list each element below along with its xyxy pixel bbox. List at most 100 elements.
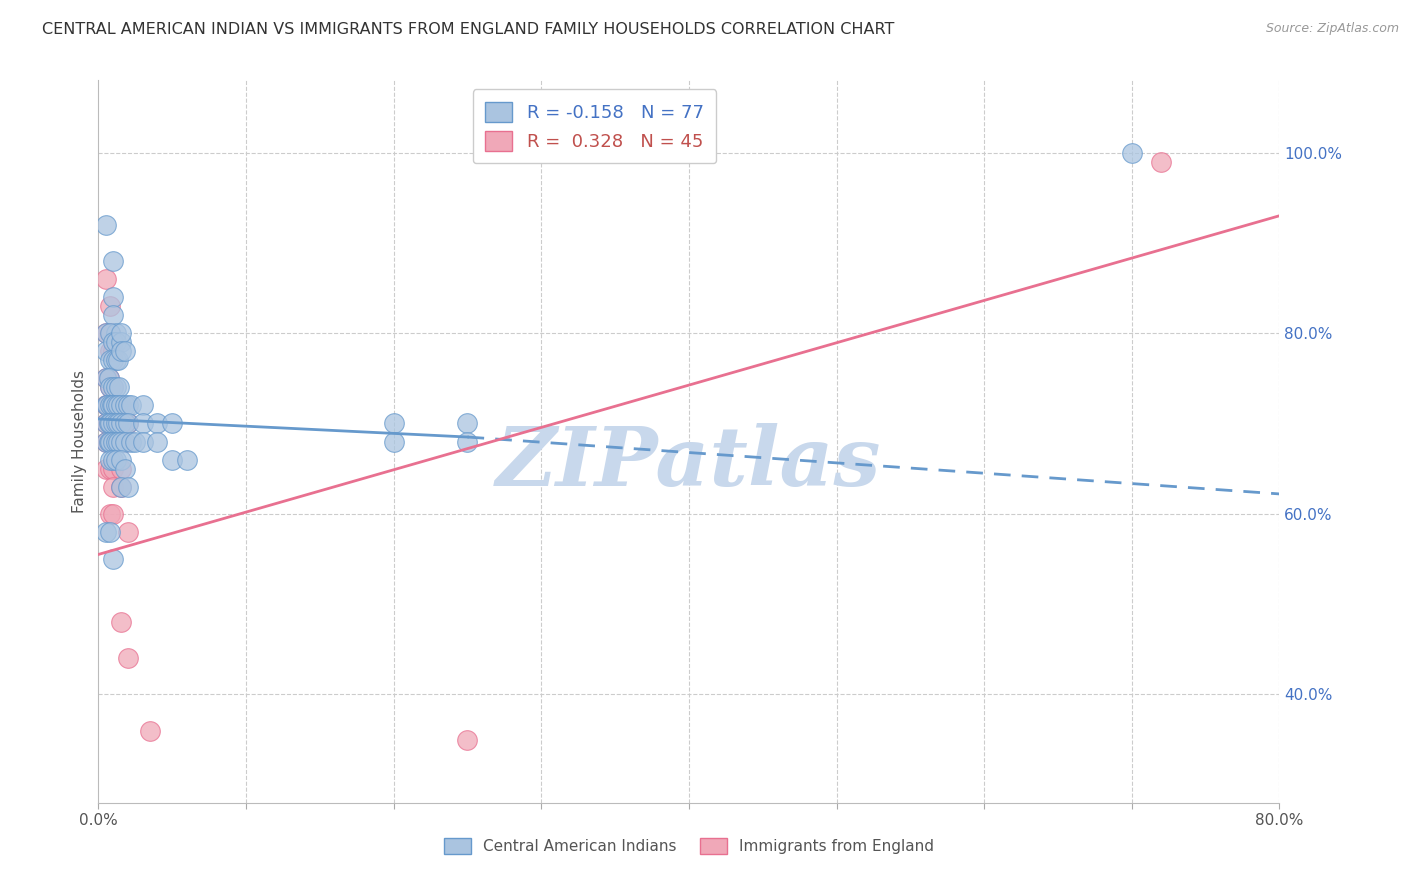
- Point: [105, 326, 128, 341]
- Point: [382, 417, 405, 431]
- Point: [103, 398, 125, 412]
- Point: [97, 417, 120, 431]
- Point: [110, 398, 132, 412]
- Point: [110, 326, 132, 341]
- Point: [132, 434, 155, 449]
- Point: [110, 417, 132, 431]
- Point: [103, 452, 125, 467]
- Point: [103, 380, 125, 394]
- Point: [1121, 145, 1143, 160]
- Point: [107, 353, 129, 368]
- Point: [103, 353, 125, 368]
- Point: [117, 524, 139, 539]
- Point: [103, 434, 125, 449]
- Point: [103, 480, 125, 494]
- Point: [457, 434, 479, 449]
- Point: [103, 380, 125, 394]
- Point: [94, 218, 117, 232]
- Point: [94, 434, 117, 449]
- Point: [98, 380, 121, 394]
- Point: [98, 417, 121, 431]
- Point: [110, 480, 132, 494]
- Point: [114, 461, 136, 475]
- Point: [105, 452, 128, 467]
- Point: [103, 308, 125, 322]
- Point: [457, 417, 479, 431]
- Point: [98, 380, 121, 394]
- Point: [110, 452, 132, 467]
- Point: [94, 398, 117, 412]
- Point: [176, 452, 198, 467]
- Point: [98, 524, 121, 539]
- Point: [110, 615, 132, 630]
- Point: [382, 434, 405, 449]
- Point: [124, 434, 146, 449]
- Point: [98, 326, 121, 341]
- Point: [105, 417, 128, 431]
- Point: [94, 417, 117, 431]
- Point: [146, 434, 169, 449]
- Point: [120, 398, 142, 412]
- Point: [139, 723, 162, 738]
- Point: [97, 434, 120, 449]
- Point: [94, 326, 117, 341]
- Point: [103, 398, 125, 412]
- Point: [120, 434, 142, 449]
- Point: [103, 434, 125, 449]
- Point: [98, 353, 121, 368]
- Point: [105, 398, 128, 412]
- Point: [94, 398, 117, 412]
- Point: [132, 417, 155, 431]
- Point: [98, 398, 121, 412]
- Legend: Central American Indians, Immigrants from England: Central American Indians, Immigrants fro…: [437, 832, 941, 860]
- Point: [98, 326, 121, 341]
- Point: [98, 461, 121, 475]
- Point: [114, 344, 136, 359]
- Point: [162, 452, 183, 467]
- Point: [98, 452, 121, 467]
- Y-axis label: Family Households: Family Households: [72, 370, 87, 513]
- Point: [114, 417, 136, 431]
- Point: [162, 417, 183, 431]
- Point: [103, 461, 125, 475]
- Point: [110, 434, 132, 449]
- Point: [108, 380, 131, 394]
- Point: [110, 398, 132, 412]
- Point: [110, 480, 132, 494]
- Point: [1150, 154, 1173, 169]
- Point: [103, 507, 125, 521]
- Point: [97, 434, 120, 449]
- Point: [110, 417, 132, 431]
- Point: [107, 434, 129, 449]
- Point: [103, 335, 125, 350]
- Point: [98, 398, 121, 412]
- Point: [457, 732, 479, 747]
- Point: [96, 398, 118, 412]
- Point: [117, 651, 139, 665]
- Point: [117, 398, 139, 412]
- Point: [117, 417, 139, 431]
- Point: [98, 417, 121, 431]
- Point: [94, 371, 117, 385]
- Point: [105, 434, 128, 449]
- Point: [94, 417, 117, 431]
- Point: [103, 254, 125, 268]
- Point: [110, 344, 132, 359]
- Point: [110, 461, 132, 475]
- Point: [132, 398, 155, 412]
- Point: [103, 417, 125, 431]
- Point: [97, 371, 120, 385]
- Point: [94, 434, 117, 449]
- Point: [110, 335, 132, 350]
- Point: [103, 290, 125, 304]
- Point: [98, 507, 121, 521]
- Point: [94, 326, 117, 341]
- Point: [114, 398, 136, 412]
- Point: [103, 552, 125, 566]
- Point: [94, 272, 117, 286]
- Point: [105, 353, 128, 368]
- Point: [107, 417, 129, 431]
- Point: [105, 434, 128, 449]
- Point: [94, 461, 117, 475]
- Point: [98, 434, 121, 449]
